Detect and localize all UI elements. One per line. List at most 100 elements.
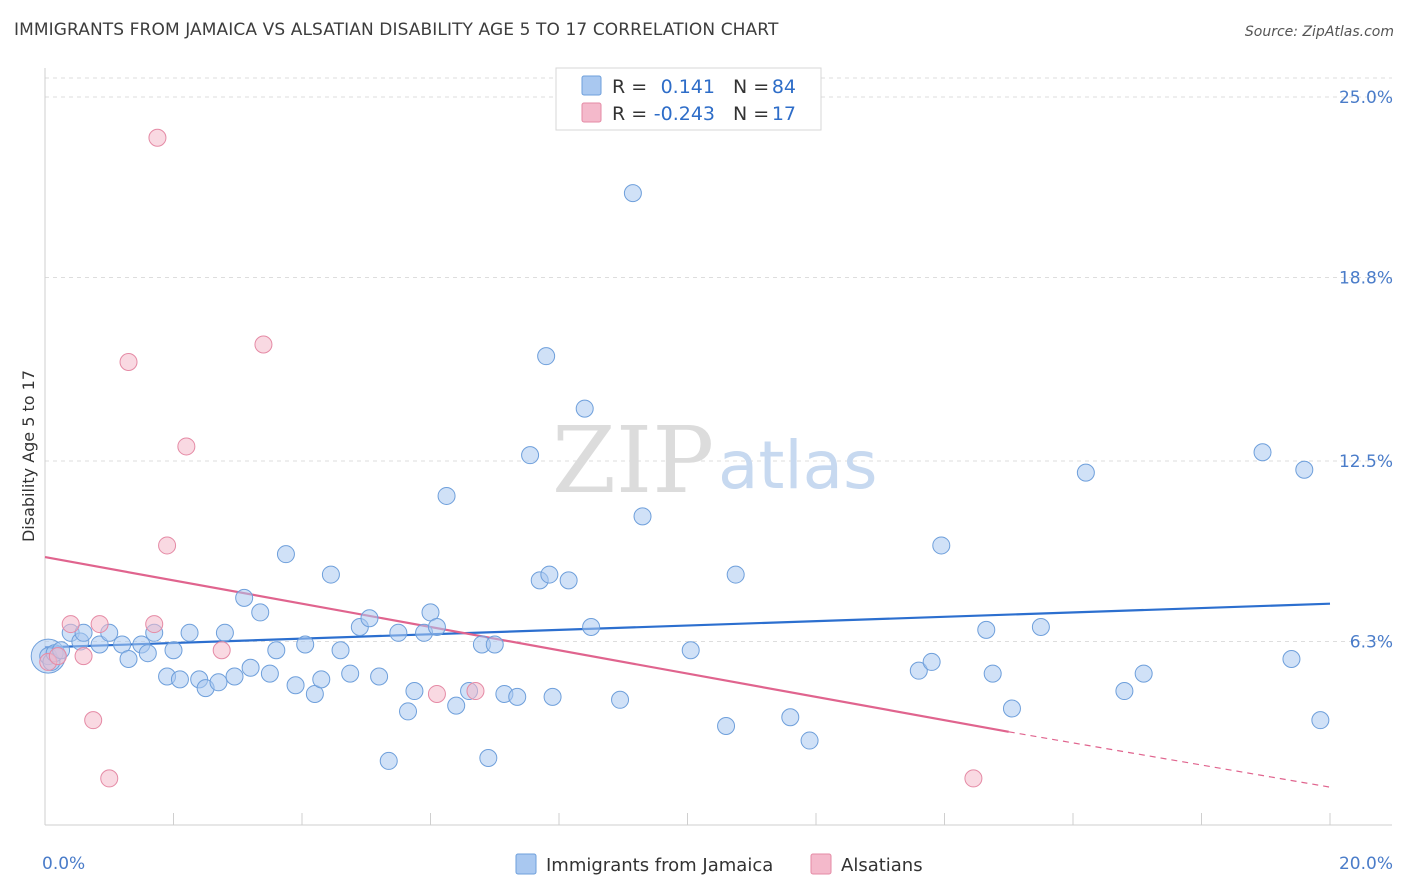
point-jamaica — [1115, 682, 1134, 701]
point-jamaica — [559, 571, 578, 590]
point-jamaica — [922, 652, 941, 671]
point-jamaica — [633, 507, 652, 526]
point-alsatians — [466, 682, 485, 701]
point-jamaica — [508, 687, 527, 706]
point-jamaica — [138, 644, 157, 663]
point-jamaica — [341, 664, 360, 683]
point-alsatians — [158, 536, 177, 555]
point-jamaica — [543, 687, 562, 706]
bottom-legend-label-jamaica: Immigrants from Jamaica — [546, 855, 773, 876]
point-jamaica — [447, 696, 466, 715]
point-alsatians — [90, 615, 109, 634]
point-jamaica — [681, 641, 700, 660]
data-points — [30, 128, 1330, 788]
y-tick-label: 25.0% — [1339, 88, 1393, 108]
point-jamaica — [276, 545, 295, 564]
legend: R = 0.141 N = 84 R = -0.243 N = 17 — [555, 67, 822, 131]
point-jamaica — [379, 751, 398, 770]
x-tick-label: 20.0% — [1339, 854, 1393, 874]
y-tick-label: 12.5% — [1339, 452, 1393, 472]
point-alsatians — [148, 128, 167, 147]
point-jamaica — [225, 667, 244, 686]
point-jamaica — [427, 617, 446, 636]
legend-r-label-jamaica: R = — [612, 76, 647, 98]
point-alsatians — [48, 647, 67, 666]
point-jamaica — [267, 641, 286, 660]
point-alsatians — [964, 769, 983, 788]
tick-labels: 25.0% 18.8% 12.5% 6.3% 0.0% 20.0% — [42, 88, 1393, 874]
point-jamaica — [370, 667, 389, 686]
legend-n-value-jamaica: 84 — [772, 76, 796, 98]
point-jamaica — [1253, 443, 1272, 462]
point-jamaica — [575, 399, 594, 418]
point-jamaica — [321, 565, 340, 584]
chart-source: Source: ZipAtlas.com — [1244, 24, 1394, 40]
point-alsatians — [212, 641, 231, 660]
legend-n-label-alsatians: N = — [733, 103, 769, 125]
point-jamaica — [331, 641, 350, 660]
bottom-legend-swatch-alsatians — [810, 853, 832, 875]
trendline-alsatians-extension — [1008, 731, 1331, 788]
point-jamaica — [164, 641, 183, 660]
point-alsatians — [74, 647, 93, 666]
point-jamaica — [389, 623, 408, 642]
point-jamaica — [170, 670, 189, 689]
watermark-atlas: atlas — [718, 427, 878, 504]
point-jamaica — [1295, 460, 1314, 479]
point-alsatians — [145, 615, 164, 634]
point-alsatians — [119, 352, 138, 371]
point-alsatians — [61, 615, 80, 634]
point-alsatians — [427, 684, 446, 703]
point-jamaica — [74, 623, 93, 642]
point-jamaica — [209, 673, 228, 692]
chart-title: IMMIGRANTS FROM JAMAICA VS ALSATIAN DISA… — [14, 20, 779, 40]
watermark-zip: ZIP — [552, 407, 714, 514]
point-jamaica — [932, 536, 951, 555]
point-jamaica — [119, 650, 138, 669]
point-jamaica — [286, 676, 305, 695]
point-jamaica — [437, 486, 456, 505]
point-jamaica — [983, 664, 1002, 683]
point-jamaica — [296, 635, 315, 654]
point-jamaica — [260, 664, 279, 683]
bottom-legend: Immigrants from Jamaica Alsatians — [515, 853, 923, 876]
legend-r-value-jamaica: 0.141 — [661, 76, 715, 98]
grid-lines — [45, 77, 1392, 643]
legend-r-value-alsatians: -0.243 — [654, 103, 715, 125]
point-alsatians — [84, 711, 103, 730]
point-jamaica — [977, 620, 996, 639]
point-jamaica — [215, 623, 234, 642]
axes — [44, 68, 1392, 826]
x-tick-label: 0.0% — [42, 854, 85, 874]
bottom-legend-label-alsatians: Alsatians — [841, 855, 923, 876]
point-jamaica — [235, 588, 254, 607]
legend-r-label-alsatians: R = — [612, 103, 647, 125]
watermark: ZIP atlas — [552, 407, 878, 514]
trendline-jamaica — [44, 602, 1331, 649]
legend-n-value-alsatians: 17 — [772, 103, 796, 125]
point-jamaica — [479, 749, 498, 768]
point-alsatians — [177, 437, 196, 456]
bottom-legend-swatch-jamaica — [515, 853, 537, 875]
point-jamaica — [717, 716, 736, 735]
point-jamaica — [399, 702, 418, 721]
point-jamaica — [909, 661, 928, 680]
point-jamaica — [521, 446, 540, 465]
point-jamaica — [180, 623, 199, 642]
point-jamaica — [1134, 664, 1153, 683]
y-tick-label: 18.8% — [1339, 269, 1393, 289]
legend-swatch-alsatians — [581, 102, 602, 123]
point-jamaica — [726, 565, 745, 584]
point-alsatians — [254, 335, 273, 354]
y-axis-title: Disability Age 5 to 17 — [19, 370, 38, 542]
legend-swatch-jamaica — [581, 75, 602, 96]
point-jamaica — [611, 690, 630, 709]
trendline-alsatians — [44, 556, 1009, 733]
point-jamaica — [1282, 650, 1301, 669]
point-jamaica — [360, 609, 379, 628]
point-jamaica — [540, 565, 559, 584]
point-jamaica — [781, 708, 800, 727]
point-jamaica — [312, 670, 331, 689]
point-jamaica — [1311, 711, 1330, 730]
